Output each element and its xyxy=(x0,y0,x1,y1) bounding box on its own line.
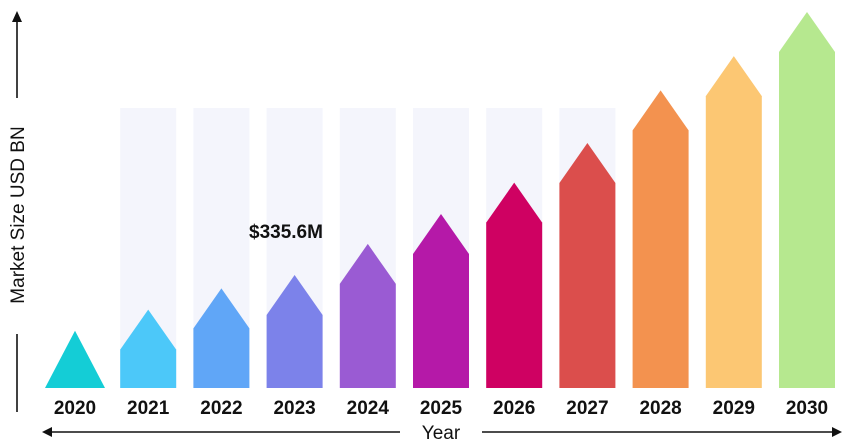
bar-2024 xyxy=(339,243,396,388)
bar-2025 xyxy=(413,213,469,388)
x-tick-label-2025: 2025 xyxy=(420,398,463,419)
arrow-bars xyxy=(45,12,835,389)
bar-2027 xyxy=(559,142,616,388)
x-axis-arrow-right-icon xyxy=(832,427,842,437)
x-tick-label-2020: 2020 xyxy=(54,398,96,419)
x-tick-label-2021: 2021 xyxy=(127,398,170,419)
x-tick-label-2026: 2026 xyxy=(493,398,535,419)
bar-2026 xyxy=(486,182,543,388)
x-tick-label-2022: 2022 xyxy=(200,398,242,419)
x-tick-label-2024: 2024 xyxy=(347,398,390,419)
bar-2020 xyxy=(45,330,105,388)
x-axis-arrow-left-icon xyxy=(42,427,52,437)
x-axis: Year xyxy=(42,423,842,444)
y-axis-label: Market Size USD BN xyxy=(8,126,29,303)
x-tick-label-2030: 2030 xyxy=(786,398,828,419)
x-axis-label: Year xyxy=(422,423,461,444)
y-axis-arrow-up-icon xyxy=(12,11,22,22)
data-label-2023: $335.6M xyxy=(249,222,323,243)
x-tick-label-2023: 2023 xyxy=(273,398,315,419)
bar-2023 xyxy=(266,275,323,388)
x-tick-labels: 2020 2021 2022 2023 2024 2025 2026 2027 2028 2029… xyxy=(54,398,828,419)
bar-2028 xyxy=(632,90,689,388)
bar-2022 xyxy=(193,288,250,388)
bar-2029 xyxy=(705,56,762,389)
bar-2030 xyxy=(779,12,835,388)
x-tick-label-2027: 2027 xyxy=(566,398,608,419)
bar-2021 xyxy=(120,309,177,388)
x-tick-label-2029: 2029 xyxy=(713,398,755,419)
annotations: $335.6M xyxy=(249,222,323,243)
y-axis: Market Size USD BN xyxy=(8,11,29,412)
x-tick-label-2028: 2028 xyxy=(639,398,681,419)
